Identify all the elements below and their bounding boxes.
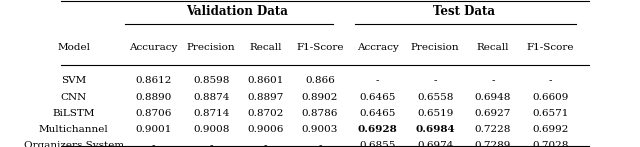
Text: Recall: Recall <box>250 42 282 52</box>
Text: F1-Score: F1-Score <box>296 42 344 52</box>
Text: 0.6992: 0.6992 <box>532 125 568 134</box>
Text: 0.9006: 0.9006 <box>248 125 284 134</box>
Text: 0.6855: 0.6855 <box>360 141 396 147</box>
Text: 0.8902: 0.8902 <box>302 92 338 102</box>
Text: 0.8702: 0.8702 <box>248 109 284 118</box>
Text: CNN: CNN <box>60 92 87 102</box>
Text: 0.6519: 0.6519 <box>417 109 453 118</box>
Text: 0.8897: 0.8897 <box>248 92 284 102</box>
Text: -: - <box>376 76 380 85</box>
Text: 0.6571: 0.6571 <box>532 109 568 118</box>
Text: Precision: Precision <box>411 42 460 52</box>
Text: 0.9003: 0.9003 <box>302 125 338 134</box>
Text: Organizers System: Organizers System <box>24 141 124 147</box>
Text: 0.866: 0.866 <box>305 76 335 85</box>
Text: 0.6948: 0.6948 <box>475 92 511 102</box>
Text: Accracy: Accracy <box>356 42 399 52</box>
Text: Precision: Precision <box>187 42 236 52</box>
Text: 0.8612: 0.8612 <box>136 76 172 85</box>
Text: -: - <box>433 76 437 85</box>
Text: 0.7228: 0.7228 <box>475 125 511 134</box>
Text: 0.8786: 0.8786 <box>302 109 338 118</box>
Text: -: - <box>548 76 552 85</box>
Text: 0.8874: 0.8874 <box>193 92 229 102</box>
Text: 0.6558: 0.6558 <box>417 92 453 102</box>
Text: Test Data: Test Data <box>433 5 495 18</box>
Text: 0.6465: 0.6465 <box>360 109 396 118</box>
Text: F1-Score: F1-Score <box>527 42 574 52</box>
Text: Model: Model <box>57 42 90 52</box>
Text: -: - <box>318 141 322 147</box>
Text: 0.8601: 0.8601 <box>248 76 284 85</box>
Text: -: - <box>264 141 268 147</box>
Text: 0.6928: 0.6928 <box>358 125 397 134</box>
Text: SVM: SVM <box>61 76 86 85</box>
Text: 0.8598: 0.8598 <box>193 76 229 85</box>
Text: 0.6974: 0.6974 <box>417 141 453 147</box>
Text: 0.9008: 0.9008 <box>193 125 229 134</box>
Text: Recall: Recall <box>477 42 509 52</box>
Text: 0.7289: 0.7289 <box>475 141 511 147</box>
Text: Validation Data: Validation Data <box>186 5 288 18</box>
Text: 0.8714: 0.8714 <box>193 109 229 118</box>
Text: 0.8890: 0.8890 <box>136 92 172 102</box>
Text: Multichannel: Multichannel <box>39 125 108 134</box>
Text: 0.6465: 0.6465 <box>360 92 396 102</box>
Text: BiLSTM: BiLSTM <box>52 109 95 118</box>
Text: -: - <box>209 141 213 147</box>
Text: 0.6609: 0.6609 <box>532 92 568 102</box>
Text: 0.9001: 0.9001 <box>136 125 172 134</box>
Text: 0.6927: 0.6927 <box>475 109 511 118</box>
Text: -: - <box>491 76 495 85</box>
Text: 0.7028: 0.7028 <box>532 141 568 147</box>
Text: 0.6984: 0.6984 <box>415 125 455 134</box>
Text: -: - <box>152 141 156 147</box>
Text: Accuracy: Accuracy <box>129 42 178 52</box>
Text: 0.8706: 0.8706 <box>136 109 172 118</box>
